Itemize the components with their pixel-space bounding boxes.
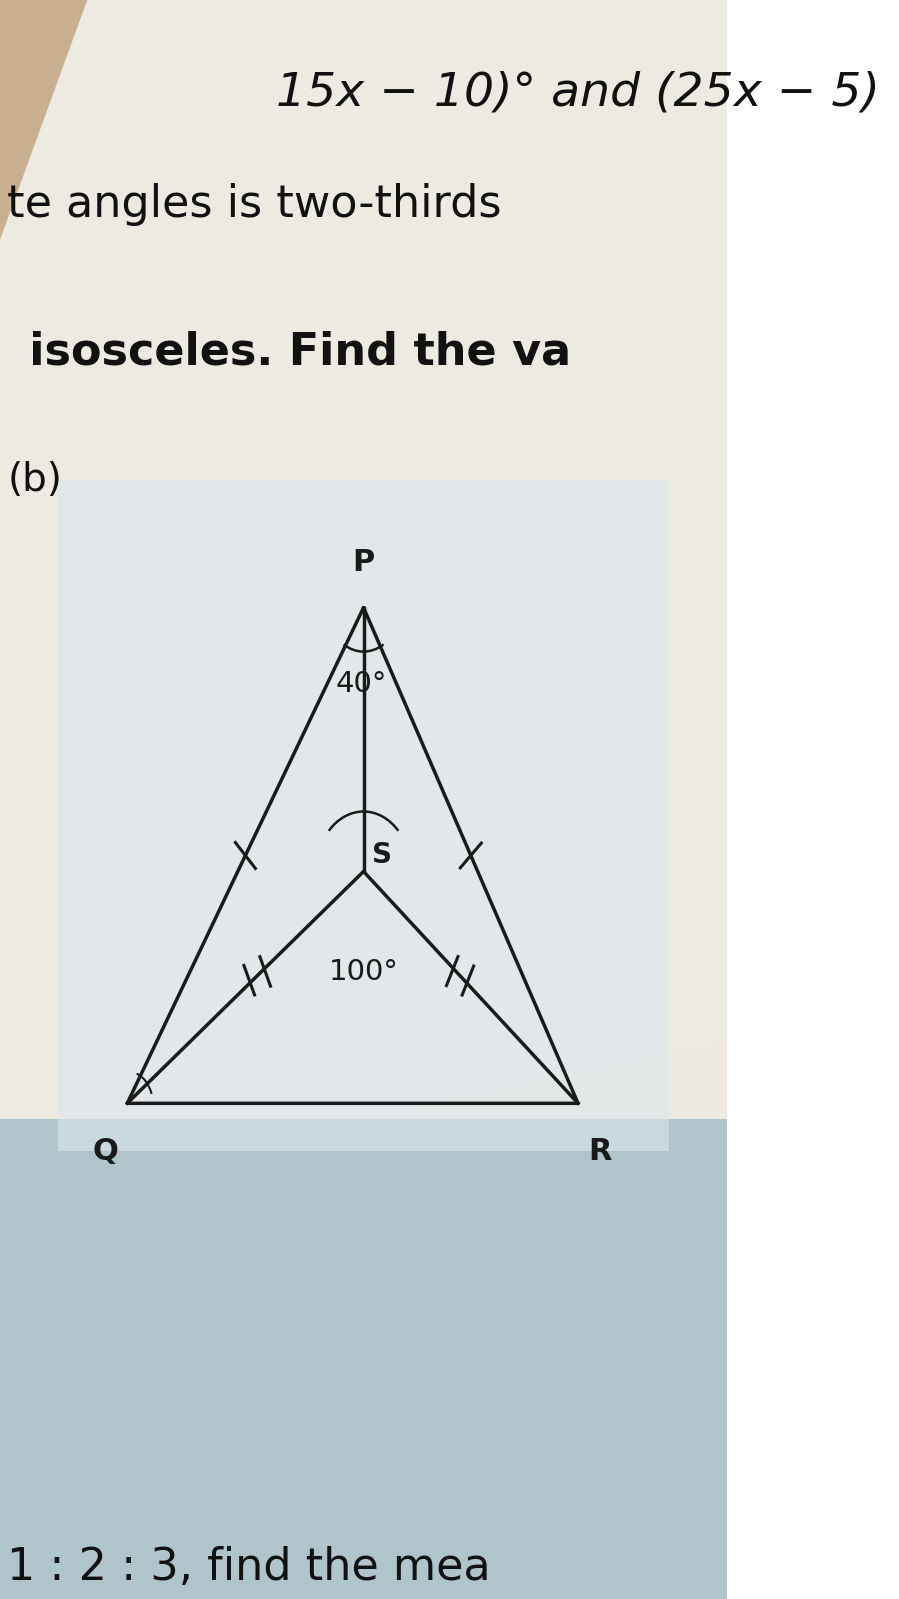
Text: 40°: 40°: [335, 670, 387, 699]
Text: P: P: [352, 548, 375, 577]
Text: 100°: 100°: [329, 958, 398, 987]
Text: te angles is two-thirds: te angles is two-thirds: [7, 184, 502, 225]
Text: 1 : 2 : 3, find the mea: 1 : 2 : 3, find the mea: [7, 1546, 491, 1588]
Text: R: R: [588, 1137, 611, 1166]
Polygon shape: [0, 0, 87, 240]
Text: (b): (b): [7, 461, 62, 499]
Text: S: S: [372, 841, 393, 870]
Text: isosceles. Find the va: isosceles. Find the va: [7, 331, 572, 373]
Bar: [0, 1119, 727, 1599]
Bar: [0, 0, 727, 1119]
Text: Q: Q: [93, 1137, 119, 1166]
Polygon shape: [0, 0, 727, 1199]
Polygon shape: [58, 480, 669, 1151]
Text: 15x − 10)° and (25x − 5): 15x − 10)° and (25x − 5): [276, 70, 880, 115]
